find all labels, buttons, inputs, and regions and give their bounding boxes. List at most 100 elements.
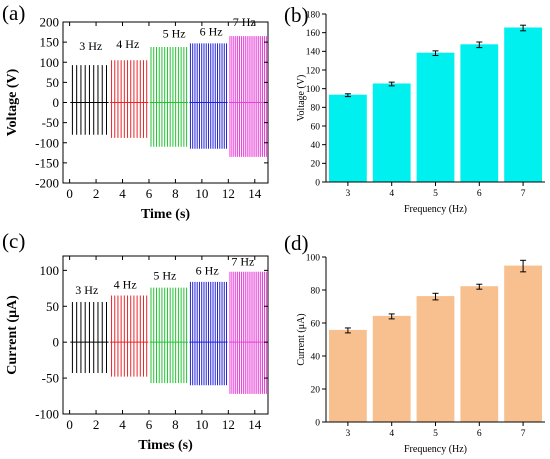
panel-label-d: (d) (284, 231, 309, 255)
plot-frame (62, 255, 269, 415)
signal-series-5 (228, 36, 268, 157)
y-tick-label: 200 (40, 15, 60, 30)
x-tick-label: 12 (222, 417, 235, 432)
bar-4 (372, 315, 411, 423)
y-tick-label: 180 (306, 10, 321, 20)
y-tick-label: 60 (311, 319, 321, 329)
freq-annotation: 5 Hz (153, 269, 176, 283)
x-tick-label: 2 (93, 186, 100, 201)
x-tick-label: 5 (433, 429, 438, 439)
bar-5 (416, 296, 455, 423)
y-tick-label: -50 (42, 115, 59, 130)
freq-annotation: 6 Hz (200, 24, 223, 38)
y-tick-label: 0 (53, 335, 60, 350)
signal-series-4 (189, 281, 228, 386)
panel-label-a: (a) (2, 1, 25, 25)
y-axis-label: Current (μA) (296, 313, 307, 365)
signal-series-2 (109, 295, 149, 377)
x-tick-label: 4 (119, 417, 126, 432)
y-tick-label: 100 (306, 85, 321, 95)
x-tick-label: 6 (477, 189, 482, 199)
bar-5 (416, 52, 455, 183)
x-tick-label: 4 (389, 189, 394, 199)
y-axis-label: Voltage (V) (296, 75, 307, 122)
freq-annotation: 3 Hz (75, 283, 98, 297)
x-tick-label: 3 (346, 189, 351, 199)
chart-current-time: 3 Hz 4 Hz 5 Hz 6 Hz 7 Hz -100 -50 0 50 100 0 2 4 6 8 10… (5, 254, 269, 453)
x-tick-label: 6 (146, 417, 153, 432)
y-tick-label: 0 (53, 95, 60, 110)
y-tick-label: -50 (42, 371, 59, 386)
y-tick-label: 20 (311, 385, 321, 395)
chart-voltage-bar: 3 4 5 6 7 0 20 40 60 80 100 120 140 160 180 Frequency (… (296, 10, 545, 215)
freq-annotation: 5 Hz (163, 26, 186, 40)
bar-7 (504, 265, 542, 423)
y-tick-label: 100 (306, 253, 321, 263)
y-tick-label: 80 (311, 104, 321, 114)
x-tick-label: 14 (248, 186, 262, 201)
y-tick-label: -200 (35, 176, 59, 191)
chart-voltage-time: 3 Hz 4 Hz5 Hz 6 Hz7 Hz-200-150-100-5005010… (5, 15, 269, 222)
freq-annotation: 7 Hz (231, 254, 254, 268)
x-tick-label: 3 (346, 429, 351, 439)
signal-series-1 (70, 301, 109, 374)
y-tick-label: 60 (311, 122, 321, 132)
bar-3 (329, 329, 367, 423)
x-tick-label: 6 (477, 429, 482, 439)
freq-annotation: 3 Hz (79, 39, 102, 53)
x-tick-label: 8 (172, 417, 179, 432)
x-axis-label: Frequency (Hz) (404, 204, 467, 215)
y-tick-label: 0 (315, 418, 320, 428)
x-tick-label: 10 (195, 417, 208, 432)
x-tick-label: 10 (195, 186, 208, 201)
y-tick-label: -100 (35, 135, 59, 150)
y-tick-label: 150 (40, 35, 60, 50)
bar-3 (329, 94, 367, 183)
y-tick-label: 40 (311, 141, 321, 151)
y-tick-label: 160 (306, 29, 321, 39)
signal-series-5 (228, 271, 268, 394)
x-tick-label: 4 (119, 186, 126, 201)
x-axis-label: Frequency (Hz) (404, 444, 467, 455)
x-tick-label: 6 (146, 186, 153, 201)
y-tick-label: 0 (315, 178, 320, 188)
y-tick-label: -150 (35, 155, 59, 170)
x-tick-label: 7 (521, 189, 526, 199)
signal-series-3 (149, 287, 188, 384)
y-tick-label: 40 (311, 352, 321, 362)
signal-series-3 (149, 46, 188, 147)
x-axis-label: Time (s) (141, 207, 190, 222)
y-tick-label: -100 (35, 407, 59, 422)
y-axis-label: Voltage (V) (5, 68, 20, 136)
x-tick-label: 8 (172, 186, 179, 201)
bar-6 (460, 286, 499, 423)
y-tick-label: 20 (311, 160, 321, 170)
x-tick-label: 7 (521, 429, 526, 439)
y-tick-label: 80 (311, 286, 321, 296)
freq-annotation: 4 Hz (116, 37, 139, 51)
chart-current-bar: 3 4 5 6 7 0 20 40 60 80 100 Frequency (Hz) Current (… (296, 253, 545, 455)
bar-6 (460, 44, 499, 183)
freq-annotation: 4 Hz (114, 277, 137, 291)
y-tick-label: 50 (46, 299, 59, 314)
y-tick-label: 50 (46, 75, 59, 90)
y-axis-label: Current (μA) (5, 295, 20, 375)
bar-4 (372, 83, 411, 183)
panel-label-c: (c) (2, 229, 25, 253)
signal-series-2 (109, 60, 149, 138)
freq-annotation: 6 Hz (196, 264, 219, 278)
x-tick-label: 4 (389, 429, 394, 439)
y-tick-label: 100 (40, 55, 60, 70)
y-tick-label: 140 (306, 48, 321, 58)
x-tick-label: 12 (222, 186, 235, 201)
x-tick-label: 0 (66, 417, 73, 432)
y-tick-label: 100 (40, 263, 60, 278)
x-tick-label: 2 (93, 417, 100, 432)
bar-7 (504, 27, 542, 183)
x-axis-label: Times (s) (138, 438, 193, 453)
y-tick-label: 120 (306, 66, 321, 76)
x-tick-label: 0 (66, 186, 73, 201)
x-tick-label: 14 (248, 417, 262, 432)
signal-series-4 (189, 43, 228, 149)
